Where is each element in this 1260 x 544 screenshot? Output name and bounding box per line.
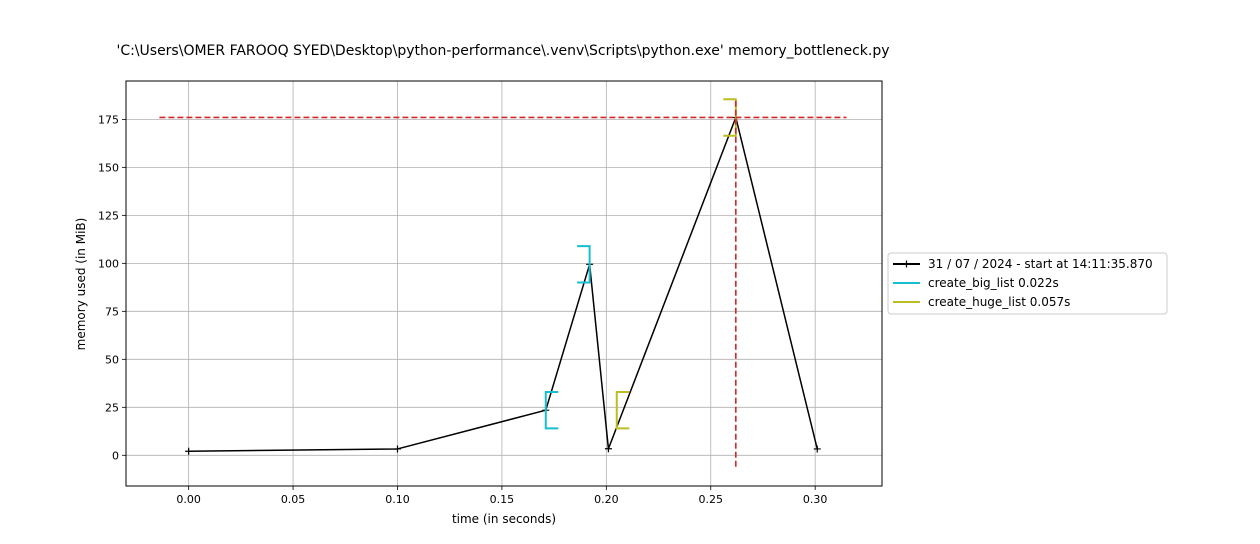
- x-tick-label: 0.25: [699, 493, 724, 506]
- function-start-bracket: [544, 390, 559, 430]
- x-tick-label: 0.00: [176, 493, 201, 506]
- y-axis-label: memory used (in MiB): [74, 218, 88, 351]
- y-tick-label: 100: [98, 257, 119, 270]
- chart-title: 'C:\Users\OMER FAROOQ SYED\Desktop\pytho…: [116, 43, 889, 59]
- y-tick-label: 75: [105, 305, 119, 318]
- x-tick-label: 0.05: [281, 493, 306, 506]
- y-tick-label: 125: [98, 209, 119, 222]
- x-tick-label: 0.10: [385, 493, 410, 506]
- y-tick-label: 175: [98, 113, 119, 126]
- memory-data-point: [185, 447, 193, 455]
- legend-frame: [887, 252, 1168, 315]
- y-tick-label: 0: [112, 449, 119, 462]
- legend-entry-label: 31 / 07 / 2024 - start at 14:11:35.870: [928, 257, 1153, 271]
- legend-marker: [903, 260, 910, 268]
- x-tick-label: 0.20: [594, 493, 619, 506]
- legend-entry-label: create_big_list 0.022s: [928, 276, 1059, 290]
- memory-data-point: [604, 445, 612, 453]
- y-tick-label: 25: [105, 401, 119, 414]
- memory-data-point: [813, 445, 821, 453]
- y-tick-label: 50: [105, 353, 119, 366]
- legend: 31 / 07 / 2024 - start at 14:11:35.870 cr…: [887, 252, 1168, 315]
- x-tick-label: 0.30: [803, 493, 828, 506]
- plot-area-frame: [125, 80, 883, 487]
- y-tick-label: 150: [98, 161, 119, 174]
- x-tick-label: 0.15: [490, 493, 515, 506]
- function-start-bracket: [615, 390, 630, 430]
- x-axis-label: time (in seconds): [452, 512, 556, 526]
- legend-entry-label: create_huge_list 0.057s: [928, 295, 1070, 309]
- memory-data-point: [393, 445, 401, 453]
- function-end-bracket: [577, 245, 591, 284]
